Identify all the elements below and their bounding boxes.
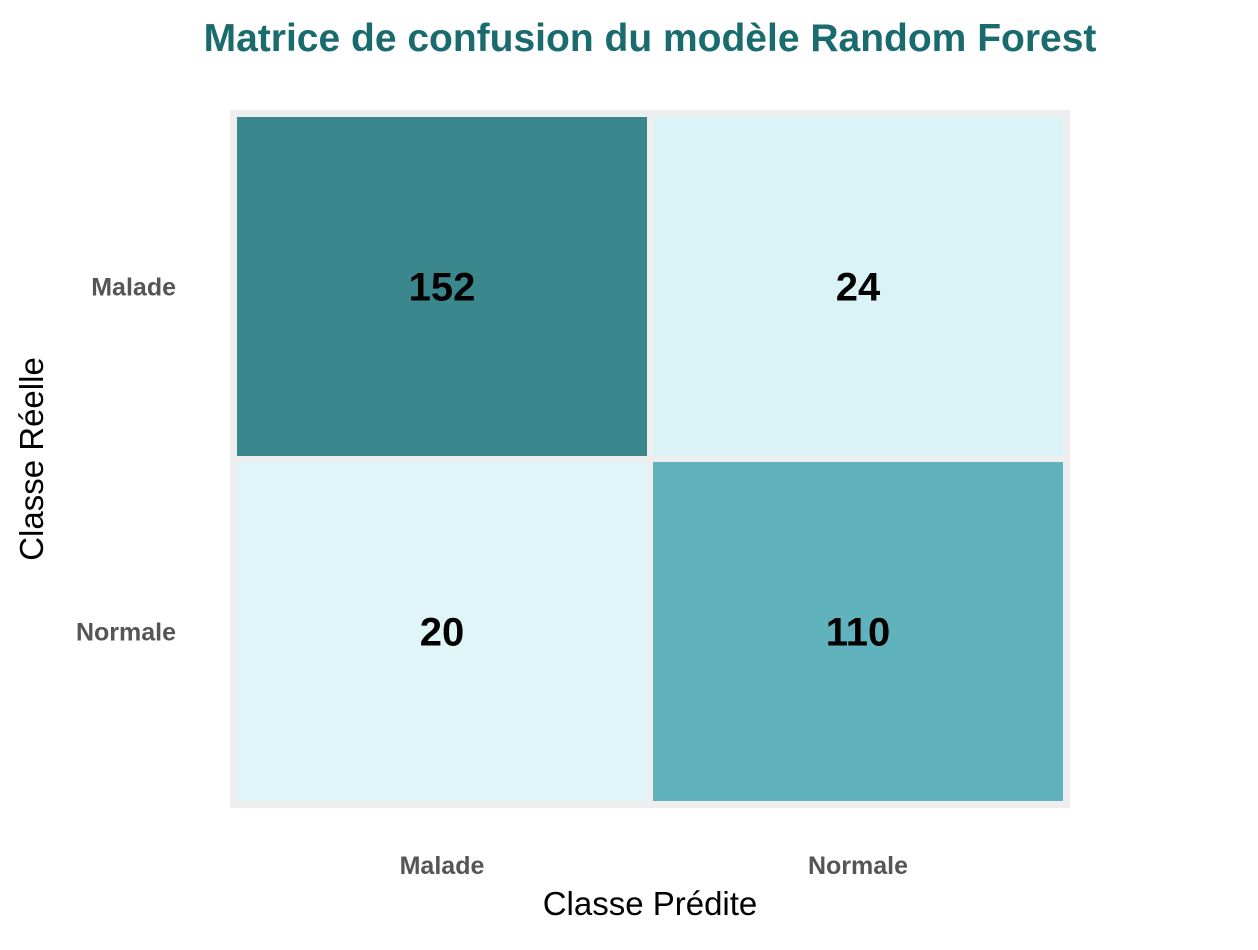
heatmap-cell-value: 20 [420,611,465,655]
heatmap-cell-labels: 152 24 20 110 [409,266,891,655]
y-axis-tick-label: Malade [91,274,176,302]
x-axis-tick-label: Malade [400,852,485,880]
heatmap-cell [237,117,647,456]
heatmap-cell [653,462,1063,801]
heatmap-cell-value: 152 [409,266,476,310]
heatmap-cell [653,117,1063,456]
x-axis-title: Classe Prédite [543,885,758,922]
y-axis-tick-label: Normale [76,619,176,647]
heatmap-cell [237,462,647,801]
heatmap-cell-value: 24 [836,266,881,310]
heatmap-cells [237,117,1063,801]
y-axis-title: Classe Réelle [13,357,50,561]
chart-title: Matrice de confusion du modèle Random Fo… [204,17,1097,60]
heatmap-cell-value: 110 [826,611,891,655]
x-axis-tick-label: Normale [808,852,908,880]
x-axis-tick-labels: Malade Normale [400,852,908,880]
y-axis-tick-labels: Malade Normale [76,274,176,647]
